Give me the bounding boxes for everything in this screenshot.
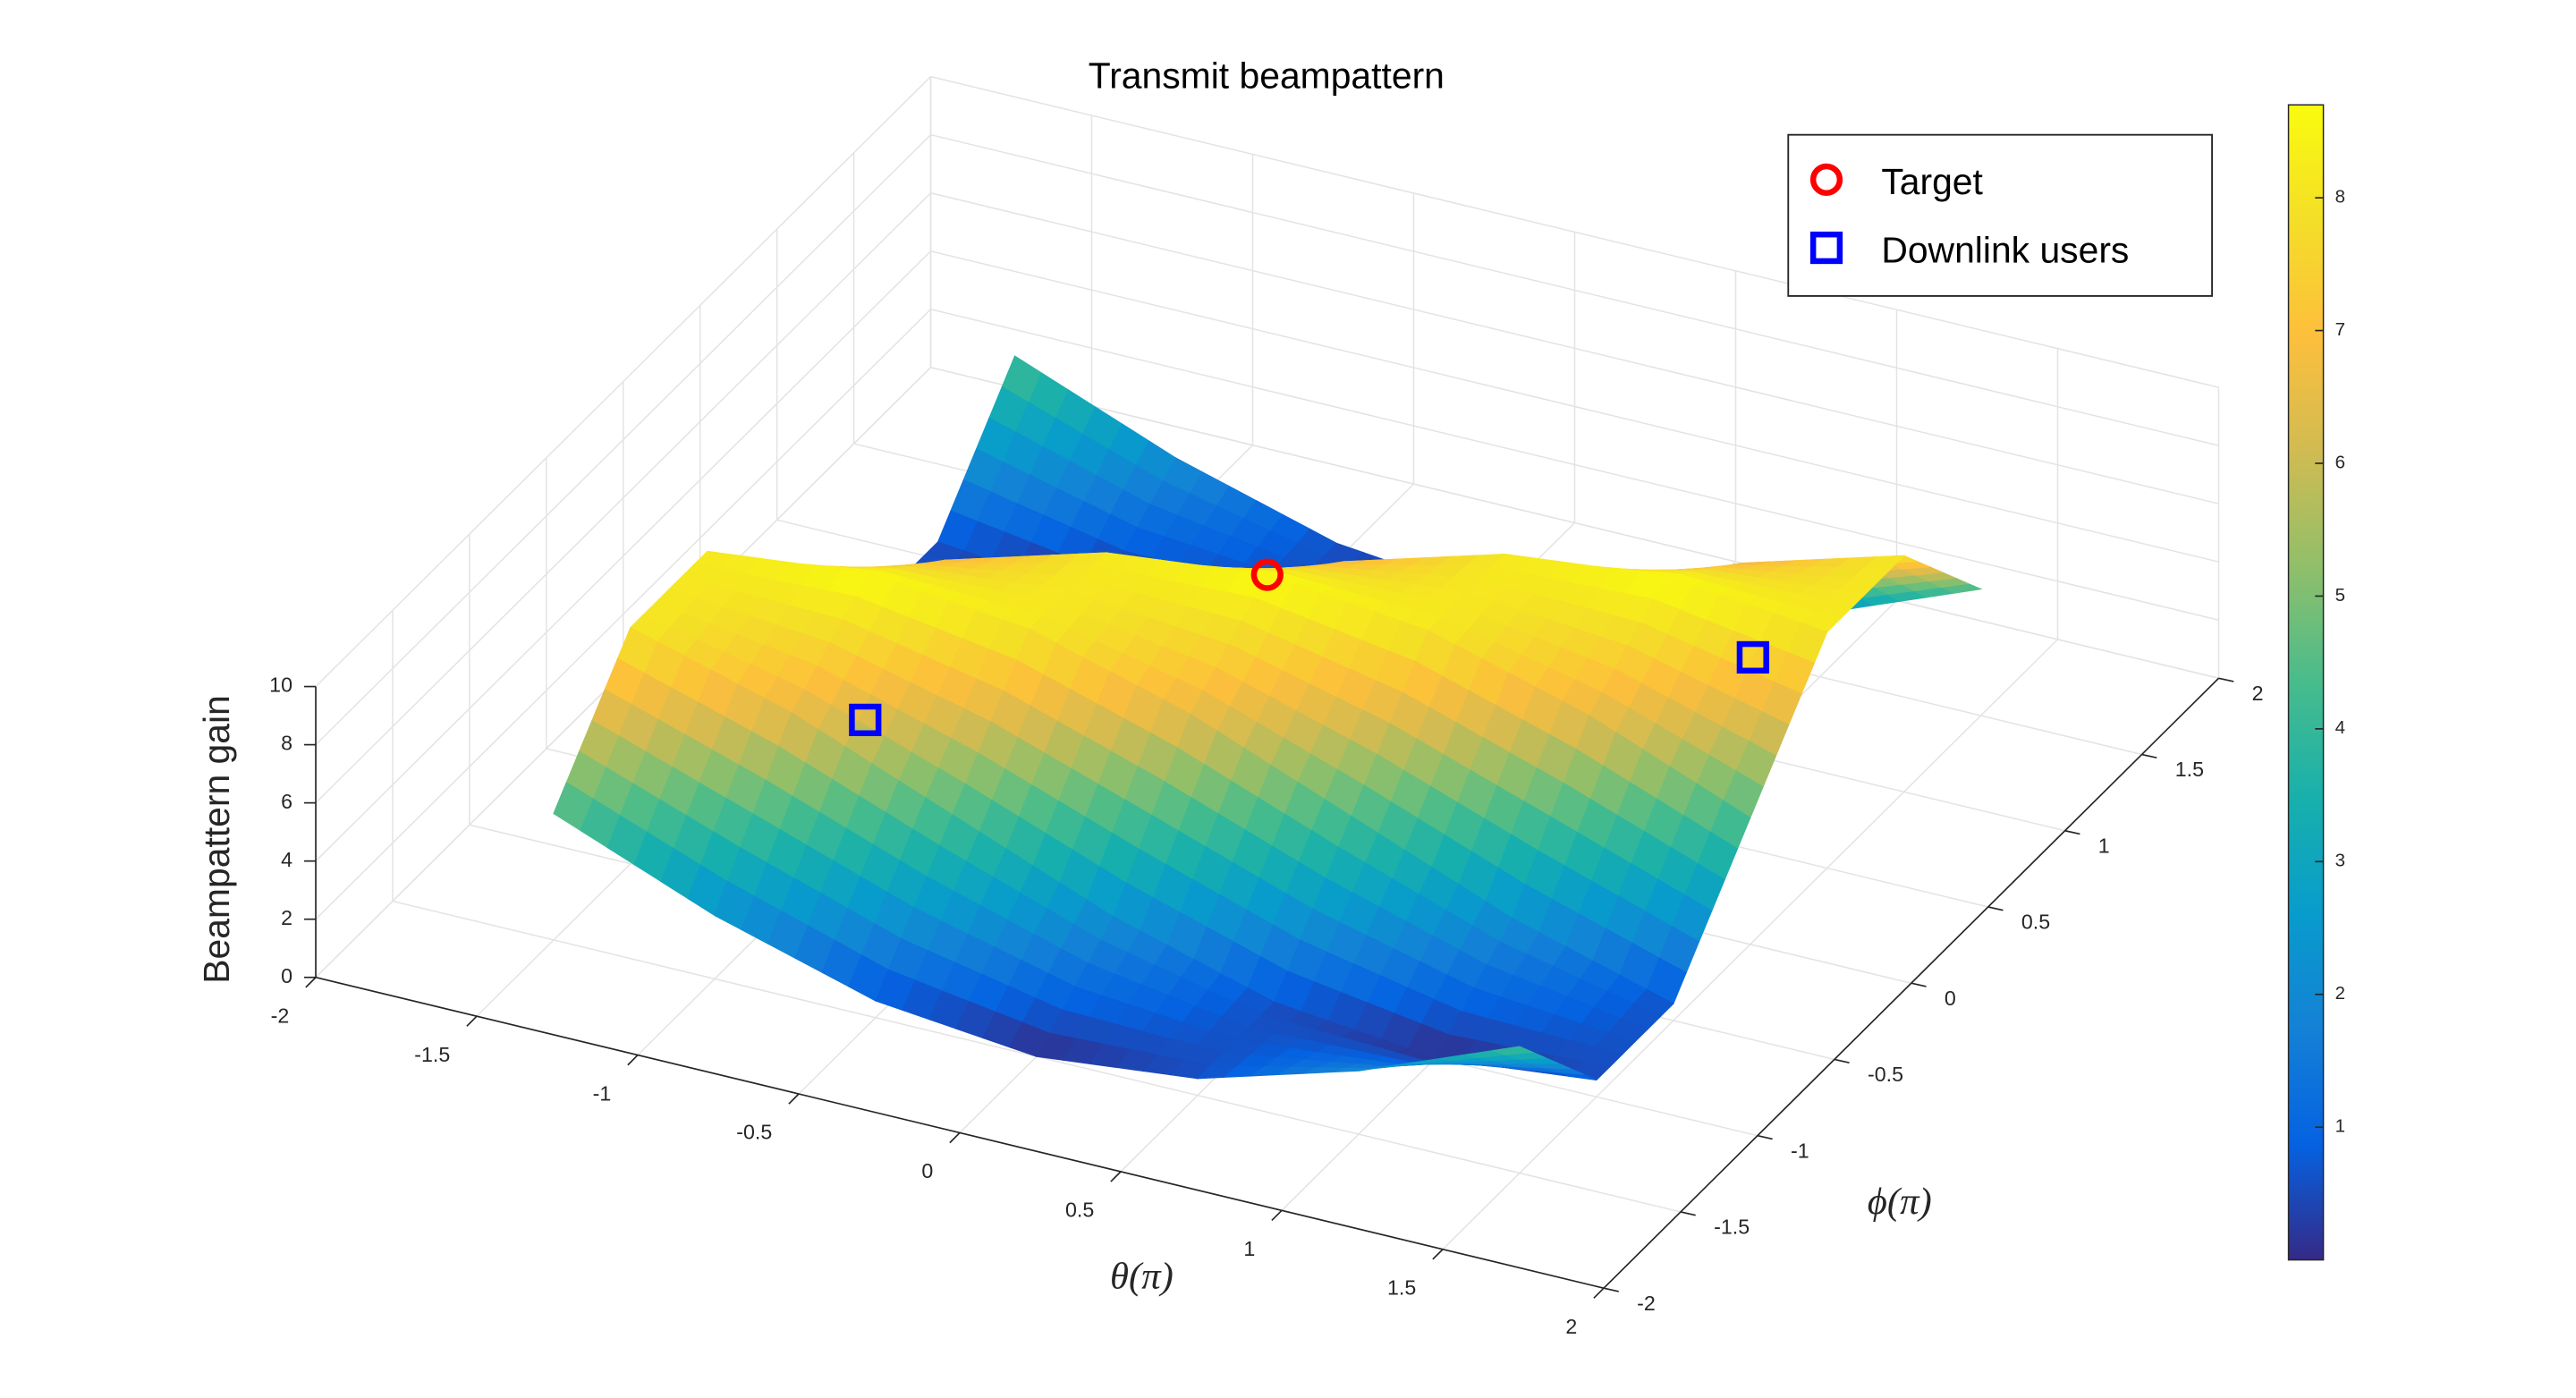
x-tick-label: 0 [921, 1159, 933, 1182]
colorbar-tick-label: 5 [2335, 586, 2345, 606]
z-tick-label: 4 [281, 848, 292, 871]
x-tick-label: 1.5 [1387, 1275, 1416, 1299]
x-tick [788, 1093, 800, 1105]
z-tick-label: 6 [281, 790, 292, 813]
colorbar-tick-label: 6 [2335, 453, 2345, 472]
colorbar: 1 2 3 4 5 6 7 8 [2287, 104, 2345, 1261]
chart-title: Transmit beampattern [1089, 55, 1445, 96]
colorbar [2287, 104, 2325, 1261]
x-tick [1271, 1209, 1283, 1222]
colorbar-tick-label: 7 [2335, 320, 2345, 340]
grid-line [315, 192, 932, 804]
surface [553, 355, 1983, 1081]
x-tick [1110, 1171, 1122, 1182]
grid-line [930, 191, 2219, 504]
x-tick [1593, 1287, 1605, 1299]
x-tick-label: 0.5 [1065, 1199, 1094, 1222]
y-tick-label: 2 [2252, 682, 2264, 705]
grid-line [930, 309, 2219, 621]
legend-marker [1809, 231, 1843, 265]
x-tick [305, 977, 317, 988]
legend-label: Downlink users [1881, 229, 2129, 270]
grid-line [930, 250, 2219, 563]
legend-label: Target [1881, 161, 1983, 202]
y-tick-label: -0.5 [1868, 1063, 1903, 1086]
marker [1736, 640, 1769, 674]
y-axis-label: ϕ(π) [1868, 1181, 1932, 1223]
x-tick-label: -1 [593, 1081, 612, 1105]
colorbar-tick-label: 3 [2335, 852, 2345, 871]
colorbar-tick-label: 4 [2335, 718, 2345, 738]
y-tick [1911, 982, 1927, 987]
z-tick-label: 10 [269, 674, 292, 697]
legend: Target Downlink users [1787, 133, 2214, 297]
grid-line [315, 134, 932, 746]
marker [1250, 558, 1284, 591]
z-tick-label: 0 [281, 964, 292, 987]
y-tick-label: 0 [1945, 987, 1956, 1010]
axes: -2 -1.5 -1 -0.5 0 0.5 1 1.5 2 -2 -1.5 -1 -0.5 0 0.5 1 1.… [269, 674, 2263, 1338]
colorbar-tick-label: 2 [2335, 984, 2345, 1004]
y-tick [2218, 677, 2234, 682]
z-tick-label: 2 [281, 906, 292, 929]
x-tick-label: 2 [1565, 1315, 1577, 1338]
y-tick-label: -1.5 [1714, 1216, 1750, 1239]
y-tick-label: 1.5 [2175, 758, 2204, 781]
y-tick-label: 1 [2098, 834, 2110, 857]
markers [849, 558, 1769, 737]
grid-line [315, 76, 932, 688]
colorbar-tick-label: 1 [2335, 1117, 2345, 1137]
y-tick [1603, 1287, 1619, 1292]
y-tick [1757, 1134, 1773, 1140]
x-tick [627, 1054, 639, 1066]
z-axis-label: Beampattern gain [196, 695, 237, 984]
grid-line [930, 133, 2219, 446]
y-tick [1834, 1058, 1850, 1064]
y-tick [1680, 1211, 1696, 1216]
x-tick-label: 1 [1243, 1237, 1255, 1260]
y-tick [2064, 829, 2080, 835]
colorbar-tick-label: 8 [2335, 188, 2345, 208]
surface-patch [1492, 1046, 1535, 1055]
legend-box [1787, 133, 2214, 297]
y-tick [2141, 753, 2157, 759]
x-axis-label: θ(π) [1110, 1256, 1174, 1298]
marker [849, 703, 882, 737]
legend-marker [1809, 163, 1843, 196]
x-tick-label: -1.5 [414, 1043, 450, 1066]
y-tick-label: -1 [1791, 1139, 1809, 1162]
grid-line [930, 75, 2219, 388]
grid-line [930, 367, 2219, 679]
y-tick-label: 0.5 [2021, 911, 2050, 934]
x-tick [1432, 1249, 1444, 1260]
x-tick [466, 1015, 478, 1027]
z-tick-label: 8 [281, 732, 292, 755]
grid-line [315, 309, 932, 920]
grid-line [315, 250, 932, 862]
x-tick [949, 1131, 961, 1144]
x-tick-label: -2 [271, 1004, 290, 1027]
y-tick-label: -2 [1637, 1292, 1656, 1315]
y-tick [1987, 906, 2004, 911]
x-tick-label: -0.5 [736, 1121, 772, 1144]
